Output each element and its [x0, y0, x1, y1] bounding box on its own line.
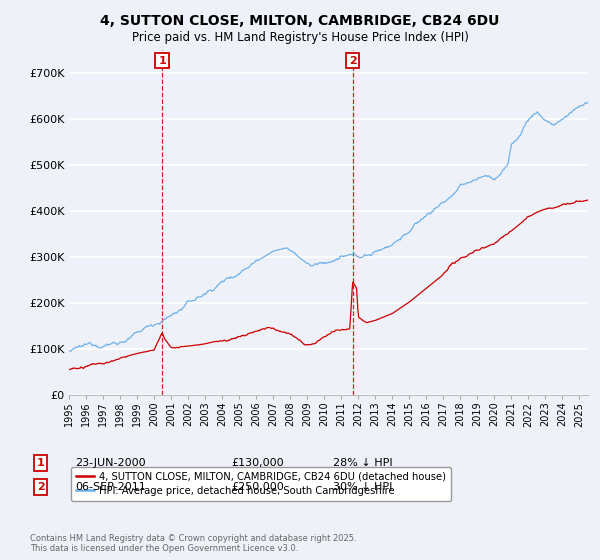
- Text: 06-SEP-2011: 06-SEP-2011: [75, 482, 146, 492]
- Text: £130,000: £130,000: [231, 458, 284, 468]
- Text: 2: 2: [37, 482, 44, 492]
- Text: 23-JUN-2000: 23-JUN-2000: [75, 458, 146, 468]
- Legend: 4, SUTTON CLOSE, MILTON, CAMBRIDGE, CB24 6DU (detached house), HPI: Average pric: 4, SUTTON CLOSE, MILTON, CAMBRIDGE, CB24…: [71, 467, 451, 501]
- Text: Contains HM Land Registry data © Crown copyright and database right 2025.
This d: Contains HM Land Registry data © Crown c…: [30, 534, 356, 553]
- Text: £250,000: £250,000: [231, 482, 284, 492]
- Text: 1: 1: [158, 55, 166, 66]
- Text: 1: 1: [37, 458, 44, 468]
- Text: 30% ↓ HPI: 30% ↓ HPI: [333, 482, 392, 492]
- Text: 4, SUTTON CLOSE, MILTON, CAMBRIDGE, CB24 6DU: 4, SUTTON CLOSE, MILTON, CAMBRIDGE, CB24…: [100, 14, 500, 28]
- Text: 2: 2: [349, 55, 356, 66]
- Text: 28% ↓ HPI: 28% ↓ HPI: [333, 458, 392, 468]
- Text: Price paid vs. HM Land Registry's House Price Index (HPI): Price paid vs. HM Land Registry's House …: [131, 31, 469, 44]
